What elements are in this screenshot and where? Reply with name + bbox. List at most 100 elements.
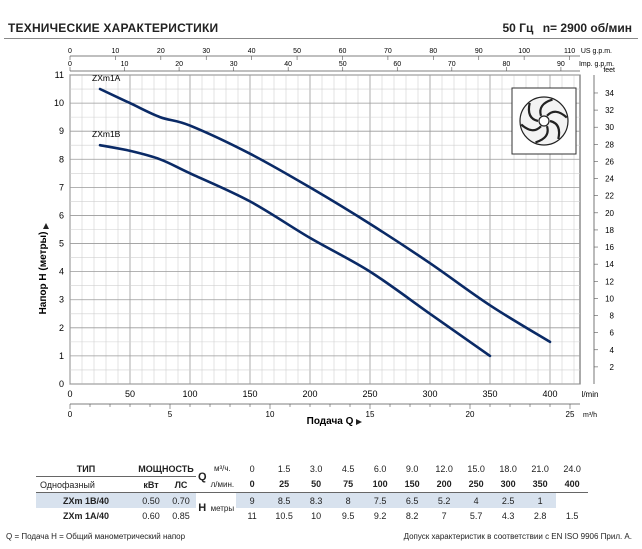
chart-axes: 0123456789101124681012141618202224262830…: [54, 48, 615, 419]
performance-chart: 0123456789101124681012141618202224262830…: [38, 48, 615, 427]
flow-lmin-cell: 100: [372, 479, 388, 490]
flow-lmin-cell: 250: [468, 479, 484, 490]
series-label: ZXm1B: [92, 129, 121, 139]
page-title: ТЕХНИЧЕСКИЕ ХАРАКТЕРИСТИКИ: [8, 21, 219, 35]
impgpm-tick-label: 30: [230, 61, 238, 68]
impgpm-tick-label: 90: [557, 61, 565, 68]
h-symbol: H: [196, 492, 209, 523]
feet-tick-label: 34: [605, 89, 614, 98]
impgpm-tick-label: 70: [448, 61, 456, 68]
head-cell: [556, 492, 589, 508]
phase-label: Однофазный: [40, 479, 95, 490]
speed-label: n= 2900 об/мин: [542, 21, 632, 35]
x-axis-label-arrow: [356, 419, 362, 425]
power-kw: 0.50: [136, 492, 166, 508]
usgpm-tick-label: 80: [429, 48, 437, 55]
head-cell: 9.2: [373, 510, 387, 521]
feet-tick-label: 32: [605, 106, 614, 115]
feet-tick-label: 8: [610, 312, 615, 321]
m3h-axis-label: m³/h: [583, 412, 597, 419]
impgpm-tick-label: 80: [502, 61, 510, 68]
impeller-vane: [539, 98, 553, 117]
impgpm-tick-label: 0: [68, 61, 72, 68]
table-row: ZXm 1B/40 0.50 0.70 H метры 9 8.5 8.3 8 …: [36, 492, 589, 523]
head-cell: 4: [460, 492, 493, 508]
flow-m3h-cell: 4.5: [341, 463, 355, 474]
y-tick-label: 0: [59, 379, 64, 389]
flow-m3h-cell: 15.0: [467, 463, 485, 474]
table-row: ZXm 1A/40 0.60 0.85 11 10.5 10 9.5 9.2 8…: [36, 508, 588, 523]
feet-tick-label: 26: [605, 157, 614, 166]
y-axis-label-arrow: [43, 223, 49, 229]
m3h-tick-label: 20: [466, 410, 475, 419]
flow-m3h-cell: 6.0: [373, 463, 387, 474]
usgpm-tick-label: 110: [564, 48, 575, 55]
m3h-tick-label: 5: [168, 410, 173, 419]
feet-axis-label: feet: [603, 67, 615, 74]
q-unit-lmin: л/мин.: [210, 479, 235, 489]
feet-tick-label: 14: [605, 260, 614, 269]
head-cell: 8.3: [300, 492, 333, 508]
frequency-label: 50 Гц: [502, 21, 534, 35]
head-cell: 2.8: [533, 510, 547, 521]
y-tick-label: 5: [59, 239, 64, 249]
unit-kw: кВт: [143, 479, 159, 490]
impgpm-tick-label: 20: [175, 61, 183, 68]
impeller-vane: [549, 119, 561, 140]
head-cell: 7.5: [364, 492, 397, 508]
head-cell: 8.2: [405, 510, 419, 521]
y-tick-label: 3: [59, 295, 64, 305]
footer-legend: Q = Подача H = Общий манометрический нап…: [6, 532, 186, 541]
m3h-tick-label: 10: [266, 410, 275, 419]
chart-grid: [69, 74, 581, 385]
y-tick-label: 2: [59, 323, 64, 333]
power-kw: 0.60: [142, 510, 160, 521]
power-hp: 0.85: [172, 510, 190, 521]
impgpm-tick-label: 10: [121, 61, 129, 68]
feet-tick-label: 6: [610, 329, 615, 338]
chart-series: ZXm1A ZXm1B: [92, 73, 552, 358]
y-tick-label: 1: [59, 351, 64, 361]
head-cell: 7: [441, 510, 447, 521]
usgpm-tick-label: 70: [384, 48, 392, 55]
x-tick-label: 100: [182, 389, 197, 399]
flow-lmin-cell: 50: [311, 479, 322, 490]
x-tick-label: 250: [362, 389, 377, 399]
head-cell: 6.5: [396, 492, 429, 508]
impeller-vane: [535, 125, 549, 144]
flow-m3h-cell: 1.5: [277, 463, 291, 474]
head-cell: 1.5: [565, 510, 579, 521]
series-label: ZXm1A: [92, 73, 121, 83]
series-line: [98, 143, 492, 358]
impeller-vane: [527, 102, 539, 123]
head-cell: 10: [311, 510, 322, 521]
y-tick-label: 11: [55, 70, 64, 80]
m3h-tick-label: 15: [366, 410, 375, 419]
head-cell: 2.5: [492, 492, 525, 508]
m3h-tick-label: 0: [68, 410, 73, 419]
power-header: МОЩНОСТЬ: [136, 461, 196, 477]
usgpm-tick-label: 20: [157, 48, 165, 55]
impeller-vane: [546, 110, 568, 119]
head-cell: 5.7: [469, 510, 483, 521]
model-name: ZXm 1B/40: [36, 492, 136, 508]
flow-m3h-cell: 12.0: [435, 463, 453, 474]
flow-lmin-cell: 300: [500, 479, 516, 490]
head-cell: 10.5: [275, 510, 293, 521]
head-cell: 8: [332, 492, 365, 508]
y-tick-label: 4: [59, 267, 64, 277]
unit-hp: ЛС: [174, 479, 188, 490]
x-tick-label: 150: [242, 389, 257, 399]
x-tick-label: 0: [67, 389, 72, 399]
flow-m3h-cell: 21.0: [531, 463, 549, 474]
feet-tick-label: 18: [605, 226, 614, 235]
y-tick-label: 7: [59, 182, 64, 192]
series-line: [98, 87, 552, 344]
usgpm-tick-label: 100: [518, 48, 530, 55]
flow-m3h-cell: 0: [249, 463, 255, 474]
x-tick-label: 400: [542, 389, 557, 399]
y-axis-label: Напор H (метры): [38, 232, 49, 315]
feet-tick-label: 30: [605, 123, 614, 132]
y-tick-label: 6: [59, 210, 64, 220]
flow-lmin-cell: 0: [249, 479, 255, 490]
